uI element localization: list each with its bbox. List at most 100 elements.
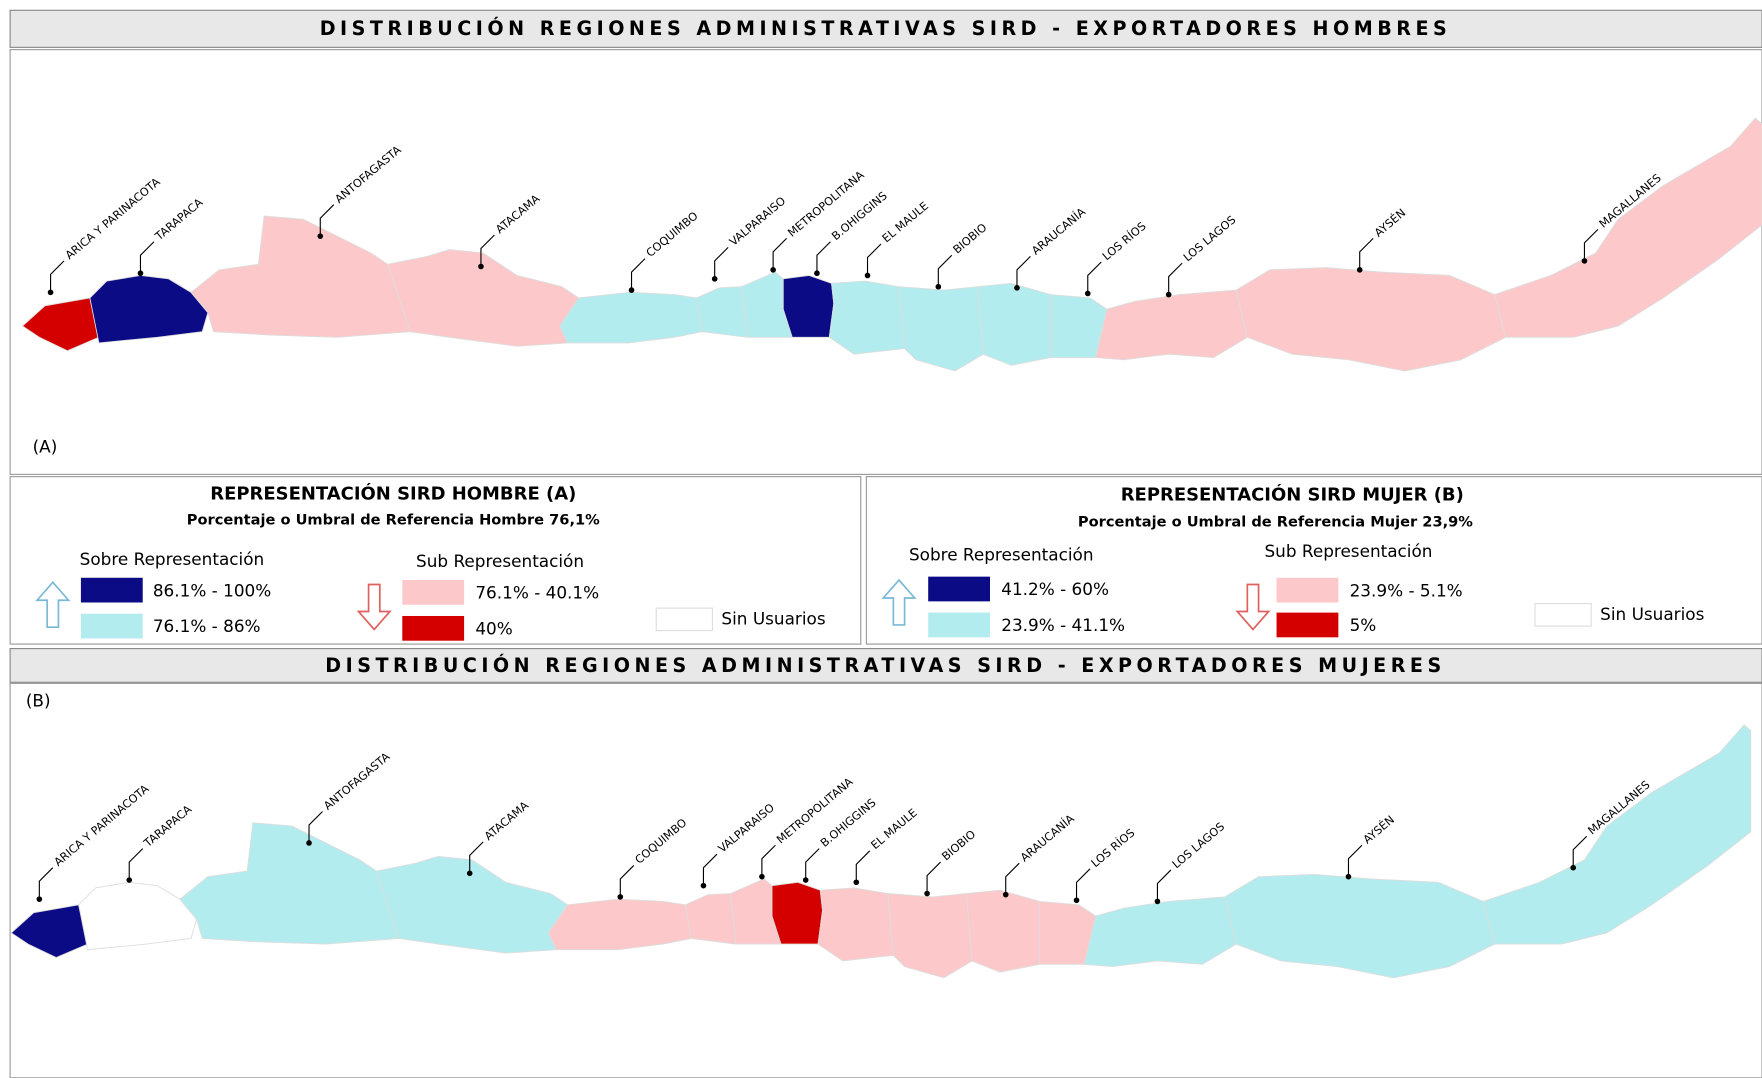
legend-heading: Sub Representación	[1264, 541, 1432, 561]
leader-line	[866, 243, 882, 276]
region	[898, 286, 984, 372]
leader-line	[1075, 868, 1091, 901]
leader-line	[1583, 229, 1599, 261]
leader-line	[469, 841, 484, 874]
region	[547, 898, 692, 951]
region-dot	[36, 896, 43, 902]
leader-line	[816, 241, 831, 274]
arrow-down	[1235, 583, 1271, 631]
legend-swatch	[402, 615, 465, 641]
legend-title: REPRESENTACIÓN SIRD MUJER (B)	[1121, 484, 1464, 506]
region-dot	[924, 890, 930, 897]
region-dot	[1084, 290, 1091, 297]
region-dot	[814, 270, 820, 277]
legend-swatch	[80, 613, 143, 639]
leader-line	[128, 848, 144, 881]
region-dot	[1356, 267, 1363, 273]
leader-line	[855, 850, 871, 883]
leader-line	[761, 844, 776, 877]
region-dot	[466, 870, 473, 877]
region-dot	[47, 289, 54, 296]
legend-subtitle: Porcentaje o Umbral de Referencia Hombre…	[187, 511, 600, 528]
leader-line	[1156, 869, 1172, 902]
region	[179, 822, 400, 945]
leader-line	[714, 246, 729, 279]
region-dot	[1581, 258, 1588, 264]
leader-line	[319, 204, 335, 237]
region-dot	[759, 873, 765, 880]
title-bar	[9, 9, 1762, 48]
leader-line	[937, 254, 953, 287]
arrow-down	[356, 583, 392, 631]
region	[559, 291, 703, 344]
region	[1494, 117, 1762, 338]
region	[684, 893, 737, 945]
region	[887, 893, 973, 979]
region	[782, 275, 835, 338]
panel-label: (B)	[26, 690, 51, 710]
region-dot	[1570, 864, 1577, 871]
region-dot	[306, 840, 312, 846]
leader-line	[619, 865, 635, 897]
leader-line	[1087, 261, 1102, 294]
leader-line	[308, 811, 323, 843]
region-dot	[628, 287, 635, 293]
leader-line	[772, 238, 788, 270]
region-dot	[1014, 285, 1020, 291]
map-title: DISTRIBUCIÓN REGIONES ADMINISTRATIVAS SI…	[325, 653, 1445, 677]
leader-line	[1168, 262, 1183, 295]
legend-label: 23.9% - 5.1%	[1350, 580, 1463, 600]
leader-line	[1359, 238, 1374, 270]
region	[190, 215, 411, 338]
legend-label: 40%	[475, 618, 512, 638]
region-dot	[1165, 291, 1172, 298]
region-dot	[853, 879, 860, 886]
region-dot	[1345, 873, 1352, 880]
region	[387, 249, 580, 347]
legend-swatch	[1276, 612, 1339, 638]
legend-label: 41.2% - 60%	[1001, 579, 1109, 599]
region-dot	[711, 276, 718, 282]
legend-label: Sin Usuarios	[721, 608, 825, 628]
legend-swatch	[80, 577, 143, 603]
region	[977, 282, 1052, 366]
legend-swatch	[655, 607, 714, 632]
leader-line	[1347, 844, 1363, 877]
region-dot	[1154, 898, 1161, 905]
legend-heading: Sub Representación	[416, 551, 584, 571]
leader-line	[1016, 255, 1031, 288]
region	[771, 881, 824, 945]
leader-line	[38, 867, 54, 900]
legend-label: 23.9% - 41.1%	[1001, 615, 1125, 635]
region-dot	[770, 267, 776, 273]
region-dot	[126, 877, 133, 883]
region-dot	[700, 882, 707, 889]
leader-line	[702, 853, 718, 886]
region	[1095, 289, 1248, 361]
legend-swatch	[928, 576, 991, 602]
region-dot	[617, 894, 624, 900]
legend-label: 76.1% - 40.1%	[475, 583, 599, 603]
leader-line	[1572, 835, 1588, 868]
legend-swatch	[1276, 577, 1339, 603]
leader-line	[480, 234, 495, 267]
region-dot	[1002, 891, 1009, 898]
region	[965, 889, 1040, 973]
map-title: DISTRIBUCIÓN REGIONES ADMINISTRATIVAS SI…	[320, 16, 1452, 40]
region	[828, 280, 906, 355]
region-dot	[802, 877, 809, 883]
region-dot	[864, 272, 871, 279]
legend-label: 5%	[1350, 615, 1377, 635]
region	[696, 286, 748, 338]
legend-swatch	[1534, 603, 1592, 627]
arrow-up	[35, 580, 71, 629]
legend-subtitle: Porcentaje o Umbral de Referencia Mujer …	[1078, 514, 1473, 531]
leader-line	[50, 260, 65, 293]
legend-label: 76.1% - 86%	[153, 616, 261, 636]
region	[375, 855, 568, 954]
region-dot	[478, 263, 484, 270]
title-bar	[9, 648, 1762, 683]
region-dot	[1073, 897, 1080, 904]
